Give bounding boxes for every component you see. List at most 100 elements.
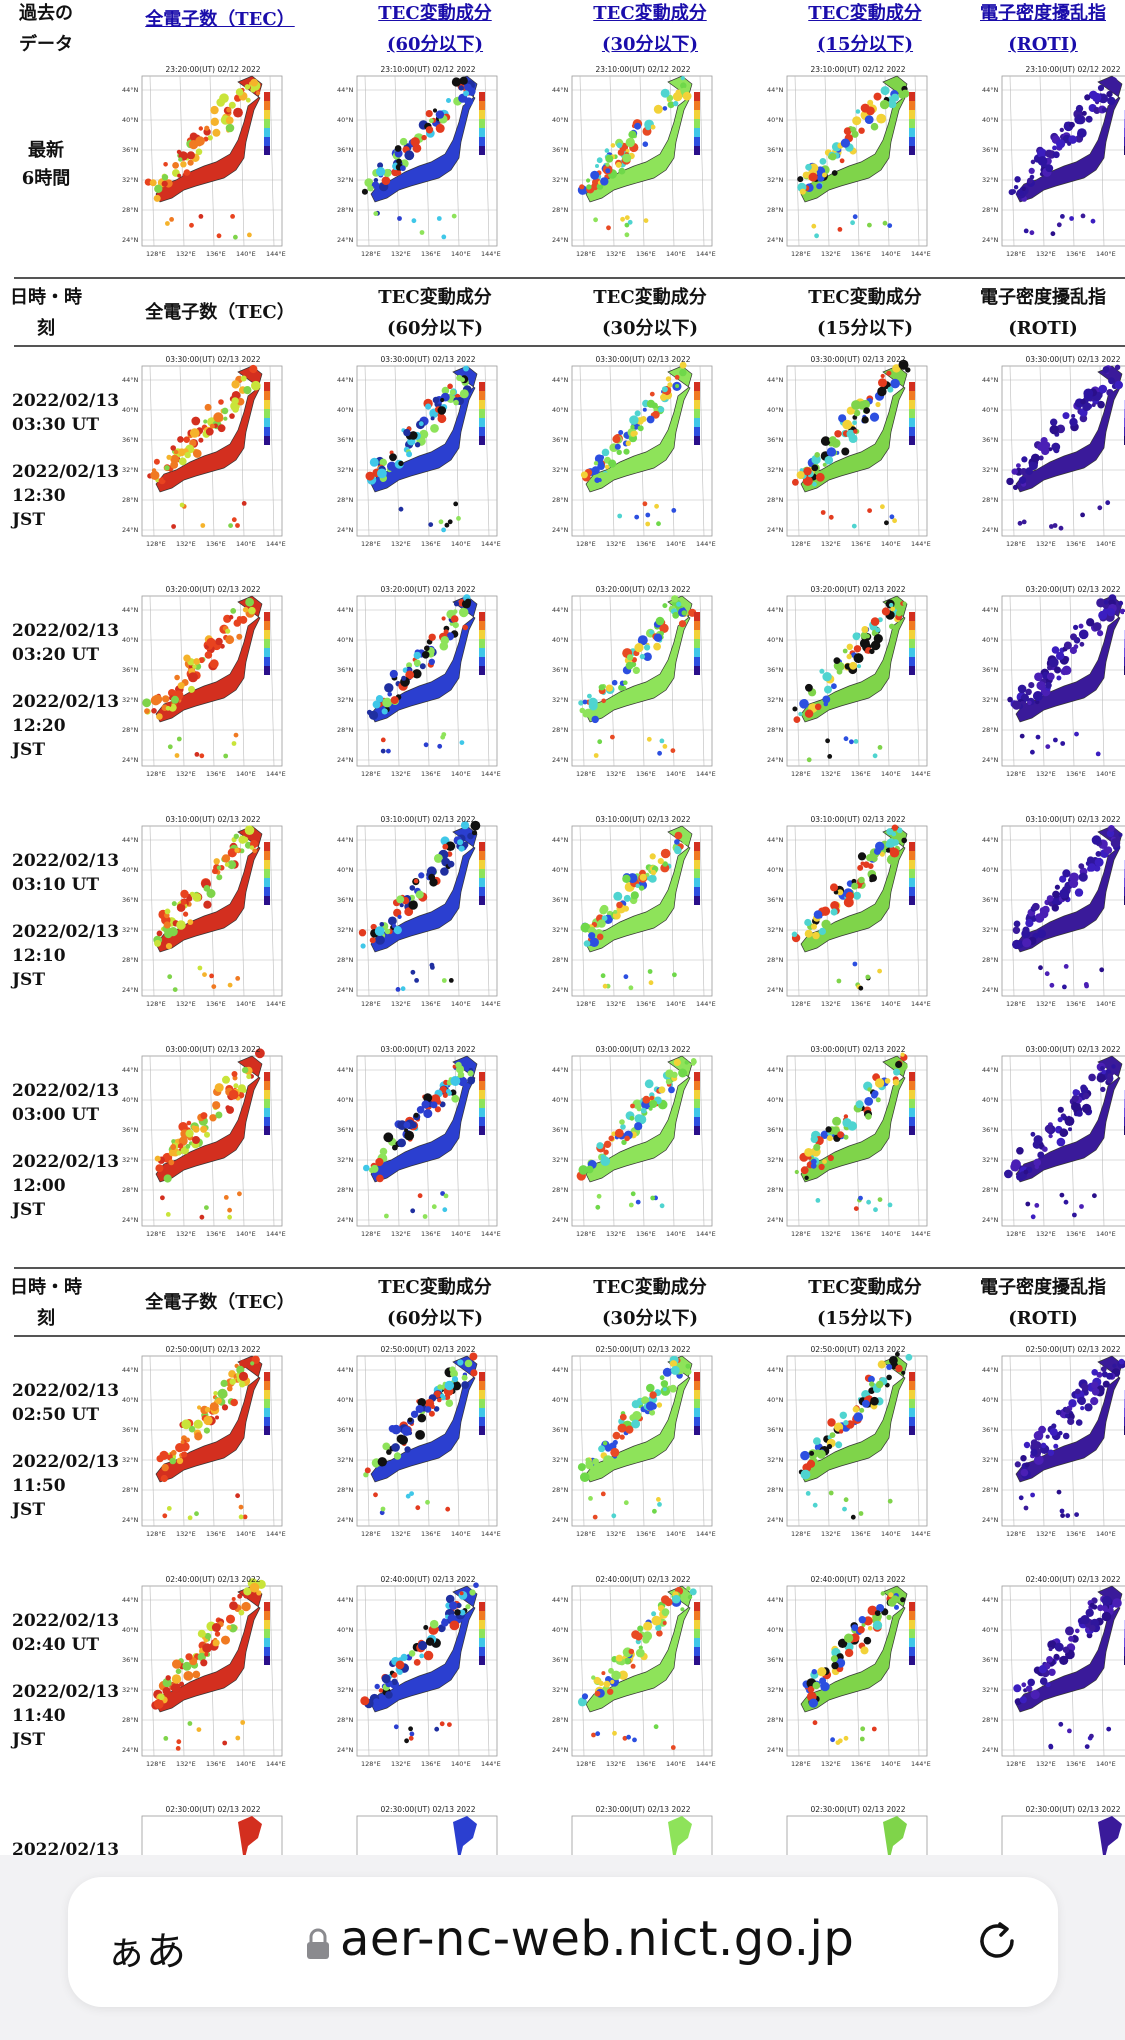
map-thumbnail[interactable]: 03:00:00(UT) 02/13 2022 44°N 40°N 36°N 32°N 2…	[980, 1042, 1125, 1242]
map-lat-label: 32°N	[337, 1156, 354, 1164]
map-lat-label: 36°N	[122, 146, 139, 154]
map-lon-label: 140°E	[666, 1760, 686, 1768]
map-thumbnail[interactable]: 02:50:00(UT) 02/13 2022 44°N 40°N 36°N 32°N 2…	[335, 1342, 521, 1542]
map-lon-label: 128°E	[361, 250, 381, 258]
map-thumbnail[interactable]: 23:10:00(UT) 02/12 2022 44°N 40°N 36°N 32°N 2…	[765, 62, 951, 262]
map-thumbnail[interactable]: 03:00:00(UT) 02/13 2022 44°N 40°N 36°N 32°N 2…	[765, 1042, 951, 1242]
map-thumbnail[interactable]: 23:10:00(UT) 02/12 2022 44°N 40°N 36°N 32°N 2…	[550, 62, 736, 262]
map-lon-label: 128°E	[576, 1230, 596, 1238]
map-lat-label: 36°N	[337, 1426, 354, 1434]
map-lat-label: 32°N	[337, 1456, 354, 1464]
map-thumbnail[interactable]: 02:50:00(UT) 02/13 2022 44°N 40°N 36°N 32°N 2…	[120, 1342, 306, 1542]
map-lon-label: 128°E	[576, 770, 596, 778]
map-thumbnail[interactable]: 03:00:00(UT) 02/13 2022 44°N 40°N 36°N 32°N 2…	[550, 1042, 736, 1242]
map-timestamp: 02:30:00(UT) 02/13 2022	[1025, 1805, 1120, 1814]
map-lon-label: 144°E	[911, 1760, 931, 1768]
map-thumbnail[interactable]: 02:40:00(UT) 02/13 2022 44°N 40°N 36°N 32°N 2…	[335, 1572, 521, 1772]
map-lon-label: 128°E	[791, 1530, 811, 1538]
map-thumbnail[interactable]: 23:20:00(UT) 02/12 2022 44°N 40°N 36°N 32°N 2…	[120, 62, 306, 262]
map-lon-label: 132°E	[176, 540, 196, 548]
map-lat-label: 40°N	[122, 1396, 139, 1404]
map-thumbnail[interactable]: 03:20:00(UT) 02/13 2022 44°N 40°N 36°N 32°N 2…	[765, 582, 951, 782]
link-tec[interactable]: 全電子数（TEC）	[145, 8, 295, 30]
map-lon-label: 128°E	[576, 1530, 596, 1538]
map-lon-label: 128°E	[146, 1530, 166, 1538]
map-lat-label: 44°N	[337, 606, 354, 614]
map-thumbnail[interactable]: 23:10:00(UT) 02/12 2022 44°N 40°N 36°N 32°N 2…	[980, 62, 1125, 262]
map-thumbnail[interactable]: 03:10:00(UT) 02/13 2022 44°N 40°N 36°N 32°N 2…	[765, 812, 951, 1012]
map-lat-label: 44°N	[552, 86, 569, 94]
map-thumbnail[interactable]: 03:30:00(UT) 02/13 2022 44°N 40°N 36°N 32°N 2…	[335, 352, 521, 552]
map-thumbnail[interactable]: 02:40:00(UT) 02/13 2022 44°N 40°N 36°N 32°N 2…	[765, 1572, 951, 1772]
header-roti: 電子密度擾乱指 (ROTI)	[980, 1277, 1106, 1329]
map-thumbnail[interactable]: 02:30:00(UT) 02/13 2022	[550, 1802, 736, 1855]
map-thumbnail[interactable]: 02:50:00(UT) 02/13 2022 44°N 40°N 36°N 32°N 2…	[550, 1342, 736, 1542]
map-lat-label: 44°N	[767, 606, 784, 614]
map-lon-label: 132°E	[176, 250, 196, 258]
map-lat-label: 24°N	[337, 986, 354, 994]
url-text: aer-nc-web.nict.go.jp	[340, 1911, 855, 1967]
map-lat-label: 32°N	[337, 466, 354, 474]
map-lat-label: 32°N	[767, 926, 784, 934]
map-lon-label: 136°E	[421, 1230, 441, 1238]
map-lon-label: 144°E	[481, 250, 501, 258]
link-tec-30[interactable]: TEC変動成分 (30分以下)	[593, 3, 707, 55]
map-thumbnail[interactable]: 02:50:00(UT) 02/13 2022 44°N 40°N 36°N 32°N 2…	[980, 1342, 1125, 1542]
map-timestamp: 03:30:00(UT) 02/13 2022	[810, 355, 905, 364]
map-lat-label: 32°N	[767, 696, 784, 704]
map-thumbnail[interactable]: 02:40:00(UT) 02/13 2022 44°N 40°N 36°N 32°N 2…	[120, 1572, 306, 1772]
map-thumbnail[interactable]: 03:00:00(UT) 02/13 2022 44°N 40°N 36°N 32°N 2…	[335, 1042, 521, 1242]
map-thumbnail[interactable]: 03:10:00(UT) 02/13 2022 44°N 40°N 36°N 32°N 2…	[120, 812, 306, 1012]
map-thumbnail[interactable]: 02:40:00(UT) 02/13 2022 44°N 40°N 36°N 32°N 2…	[980, 1572, 1125, 1772]
map-lon-label: 140°E	[1096, 1530, 1116, 1538]
map-thumbnail[interactable]: 03:30:00(UT) 02/13 2022 44°N 40°N 36°N 32°N 2…	[980, 352, 1125, 552]
map-thumbnail[interactable]: 03:30:00(UT) 02/13 2022 44°N 40°N 36°N 32°N 2…	[120, 352, 306, 552]
link-roti[interactable]: 電子密度擾乱指 (ROTI)	[980, 3, 1106, 55]
map-lat-label: 44°N	[982, 1366, 999, 1374]
map-thumbnail[interactable]: 03:10:00(UT) 02/13 2022 44°N 40°N 36°N 32°N 2…	[550, 812, 736, 1012]
divider	[14, 277, 1125, 279]
map-lon-label: 136°E	[421, 1760, 441, 1768]
link-tec-60[interactable]: TEC変動成分 (60分以下)	[378, 3, 492, 55]
map-lat-label: 40°N	[982, 116, 999, 124]
map-lat-label: 32°N	[337, 176, 354, 184]
map-thumbnail[interactable]: 03:20:00(UT) 02/13 2022 44°N 40°N 36°N 32°N 2…	[335, 582, 521, 782]
map-timestamp: 03:00:00(UT) 02/13 2022	[595, 1045, 690, 1054]
map-thumbnail[interactable]: 03:20:00(UT) 02/13 2022 44°N 40°N 36°N 32°N 2…	[980, 582, 1125, 782]
map-thumbnail[interactable]: 02:40:00(UT) 02/13 2022 44°N 40°N 36°N 32°N 2…	[550, 1572, 736, 1772]
map-lat-label: 28°N	[767, 726, 784, 734]
map-thumbnail[interactable]: 03:10:00(UT) 02/13 2022 44°N 40°N 36°N 32°N 2…	[335, 812, 521, 1012]
map-lon-label: 132°E	[176, 770, 196, 778]
map-lon-label: 132°E	[391, 250, 411, 258]
map-lon-label: 144°E	[696, 540, 716, 548]
link-tec-15[interactable]: TEC変動成分 (15分以下)	[808, 3, 922, 55]
address-bar[interactable]: ぁあ aer-nc-web.nict.go.jp	[68, 1877, 1058, 2007]
map-thumbnail[interactable]: 02:30:00(UT) 02/13 2022	[120, 1802, 306, 1855]
map-lat-label: 40°N	[337, 406, 354, 414]
map-thumbnail[interactable]: 02:30:00(UT) 02/13 2022	[335, 1802, 521, 1855]
map-lon-label: 132°E	[176, 1000, 196, 1008]
map-thumbnail[interactable]: 03:10:00(UT) 02/13 2022 44°N 40°N 36°N 32°N 2…	[980, 812, 1125, 1012]
map-lon-label: 128°E	[1006, 1000, 1026, 1008]
map-thumbnail[interactable]: 02:50:00(UT) 02/13 2022 44°N 40°N 36°N 32°N 2…	[765, 1342, 951, 1542]
map-thumbnail[interactable]: 03:20:00(UT) 02/13 2022 44°N 40°N 36°N 32°N 2…	[550, 582, 736, 782]
map-thumbnail[interactable]: 03:20:00(UT) 02/13 2022 44°N 40°N 36°N 32°N 2…	[120, 582, 306, 782]
map-thumbnail[interactable]: 23:10:00(UT) 02/12 2022 44°N 40°N 36°N 32°N 2…	[335, 62, 521, 262]
map-thumbnail[interactable]: 02:30:00(UT) 02/13 2022	[765, 1802, 951, 1855]
map-thumbnail[interactable]: 03:30:00(UT) 02/13 2022 44°N 40°N 36°N 32°N 2…	[765, 352, 951, 552]
map-lon-label: 128°E	[146, 1760, 166, 1768]
section-header-1: 日時・時刻 全電子数（TEC） TEC変動成分 (60分以下) TEC変動成分 (3…	[0, 282, 1125, 344]
map-lat-label: 40°N	[767, 406, 784, 414]
map-lat-label: 36°N	[552, 146, 569, 154]
map-lat-label: 28°N	[122, 496, 139, 504]
row-datetime: 2022/02/13 02:50 UT 2022/02/13 11:50 JST	[12, 1380, 120, 1520]
map-thumbnail[interactable]: 03:30:00(UT) 02/13 2022 44°N 40°N 36°N 32°N 2…	[550, 352, 736, 552]
map-lat-label: 36°N	[122, 896, 139, 904]
map-thumbnail[interactable]: 03:00:00(UT) 02/13 2022 44°N 40°N 36°N 32°N 2…	[120, 1042, 306, 1242]
map-timestamp: 03:10:00(UT) 02/13 2022	[165, 815, 260, 824]
header-tec-60: TEC変動成分 (60分以下)	[378, 287, 492, 339]
text-size-button[interactable]: ぁあ	[106, 1929, 186, 1975]
reload-icon[interactable]	[968, 1911, 1028, 1971]
map-thumbnail[interactable]: 02:30:00(UT) 02/13 2022	[980, 1802, 1125, 1855]
map-lat-label: 28°N	[982, 1186, 999, 1194]
